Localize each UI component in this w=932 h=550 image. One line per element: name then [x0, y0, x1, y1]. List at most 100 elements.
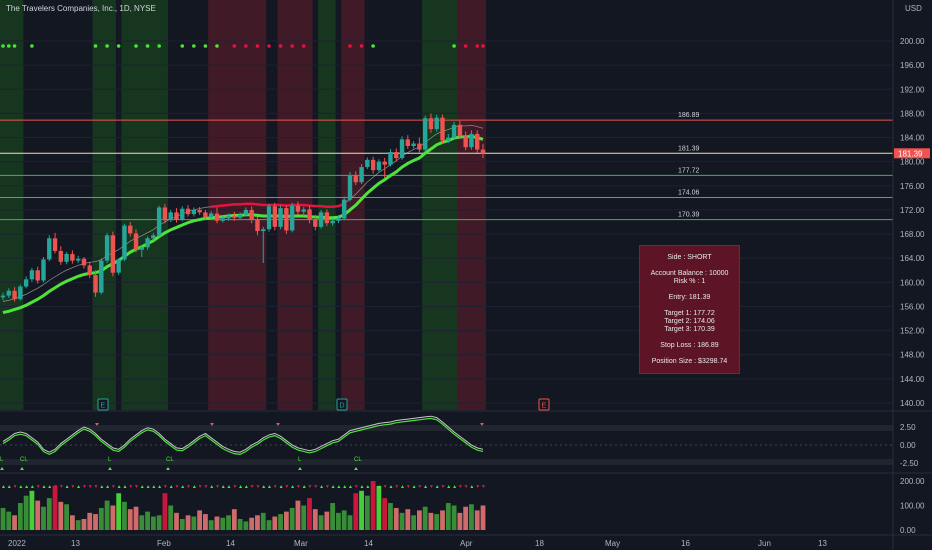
candle-body	[440, 117, 445, 141]
ma-bear-segment	[211, 202, 345, 209]
volume-bar	[463, 506, 469, 530]
target2-label: Target 2: 174.06	[664, 318, 715, 325]
volume-bar	[98, 507, 104, 530]
symbol-title: The Travelers Companies, Inc., 1D, NYSE	[6, 4, 156, 13]
time-tick: 14	[226, 539, 235, 548]
volume-signal-mark: ▲	[261, 484, 266, 490]
signal-band	[318, 0, 336, 410]
candle-body	[23, 279, 29, 287]
osc-tick: 2.50	[900, 423, 916, 432]
candle-body	[359, 167, 364, 183]
candle-body	[457, 124, 463, 137]
volume-signal-mark: ▼	[36, 484, 41, 490]
volume-signal-mark: ▲	[238, 484, 243, 490]
candle-body	[446, 137, 451, 141]
event-marker-box	[97, 398, 109, 411]
candle-body	[295, 205, 301, 212]
candle-body	[261, 229, 266, 232]
volume-bar	[139, 515, 145, 530]
target1-label: Target 1: 177.72	[664, 310, 715, 317]
price-tick: 148.00	[900, 351, 925, 360]
volume-bar	[370, 481, 376, 530]
time-tick: 18	[535, 539, 544, 548]
volume-signal-mark: ▼	[232, 484, 237, 490]
account-balance-label: Account Balance : 10000	[650, 270, 729, 277]
candle-body	[104, 235, 110, 261]
candle-body	[428, 118, 434, 130]
volume-bar	[457, 512, 463, 530]
candle-body	[208, 213, 214, 218]
signal-dot	[348, 44, 352, 48]
volume-signal-mark: ▼	[273, 484, 278, 490]
volume-bar	[295, 500, 301, 530]
volume-bar	[451, 505, 457, 530]
price-tick: 160.00	[900, 278, 925, 287]
volume-signal-mark: ▼	[325, 484, 330, 490]
time-tick: Apr	[460, 539, 473, 548]
volume-bar	[23, 495, 29, 530]
candle-body	[70, 253, 75, 261]
volume-signal-mark: ▼	[59, 484, 64, 490]
volume-bar	[156, 515, 162, 530]
volume-signal-mark: ▲	[469, 484, 474, 490]
volume-bar	[174, 512, 179, 530]
volume-bar	[29, 490, 35, 530]
level-label: 177.72	[678, 167, 700, 174]
candle-body	[307, 209, 312, 220]
time-axis[interactable]: 2022 13 Feb 14 Mar 14 Apr 18 May 16 Jun 13	[0, 534, 932, 548]
volume-signal-mark: ▼	[296, 484, 301, 490]
candle-body	[370, 159, 376, 171]
price-tick: 192.00	[900, 85, 925, 94]
volume-signal-mark: ▲	[435, 484, 440, 490]
volume-signal-mark: ▲	[122, 484, 127, 490]
volume-bar	[150, 516, 156, 530]
volume-signal-mark: ▲	[400, 484, 405, 490]
osc-arrow-down	[95, 423, 99, 426]
price-axis[interactable]: 200.00 196.00 192.00 188.00 184.00 180.00 176.…	[892, 0, 930, 550]
volume-bar	[405, 509, 411, 530]
signal-dot	[255, 44, 260, 48]
volume-signal-mark: ▲	[279, 484, 284, 490]
osc-annotation: CL	[354, 457, 362, 463]
event-marker-label: E	[542, 403, 547, 410]
current-price-label: 181.39	[898, 149, 923, 158]
volume-bar	[474, 510, 480, 530]
candle-body	[434, 117, 439, 130]
volume-signal-mark: ▲	[365, 484, 370, 490]
candle-body	[232, 215, 237, 218]
signal-dot	[145, 44, 150, 48]
volume-bar	[382, 498, 388, 530]
volume-bar	[122, 501, 127, 530]
candle-body	[220, 218, 225, 221]
volume-signal-mark: ▲	[151, 484, 156, 490]
price-tick: 152.00	[900, 327, 925, 336]
time-tick: 16	[681, 539, 690, 548]
volume-signal-mark: ▼	[134, 484, 139, 490]
event-marker-label: D	[340, 403, 345, 410]
volume-signal-mark: ▲	[1, 484, 6, 490]
volume-signal-mark: ▼	[354, 484, 359, 490]
volume-signal-mark: ▲	[331, 484, 336, 490]
candle-body	[394, 152, 399, 159]
volume-signal-mark: ▲	[423, 484, 428, 490]
volume-signal-mark: ▼	[70, 484, 75, 490]
time-tick: Mar	[294, 539, 308, 548]
stop-loss-label: Stop Loss : 186.89	[660, 342, 719, 349]
candle-body	[35, 270, 40, 281]
volume-signal-mark: ▼	[128, 484, 133, 490]
candle-body	[342, 199, 347, 219]
candle-body	[162, 207, 168, 221]
osc-arrow-up	[354, 467, 358, 470]
time-tick: Feb	[157, 539, 171, 548]
volume-bar	[87, 512, 93, 530]
volume-signal-mark: ▲	[290, 484, 295, 490]
candle-body	[197, 209, 202, 213]
candle-body	[347, 174, 353, 200]
candle-body	[180, 208, 185, 220]
target3-label: Target 3: 170.39	[664, 326, 715, 333]
candle-body	[388, 152, 393, 165]
volume-signal-mark: ▲	[146, 484, 151, 490]
volume-signal-mark: ▲	[169, 484, 174, 490]
